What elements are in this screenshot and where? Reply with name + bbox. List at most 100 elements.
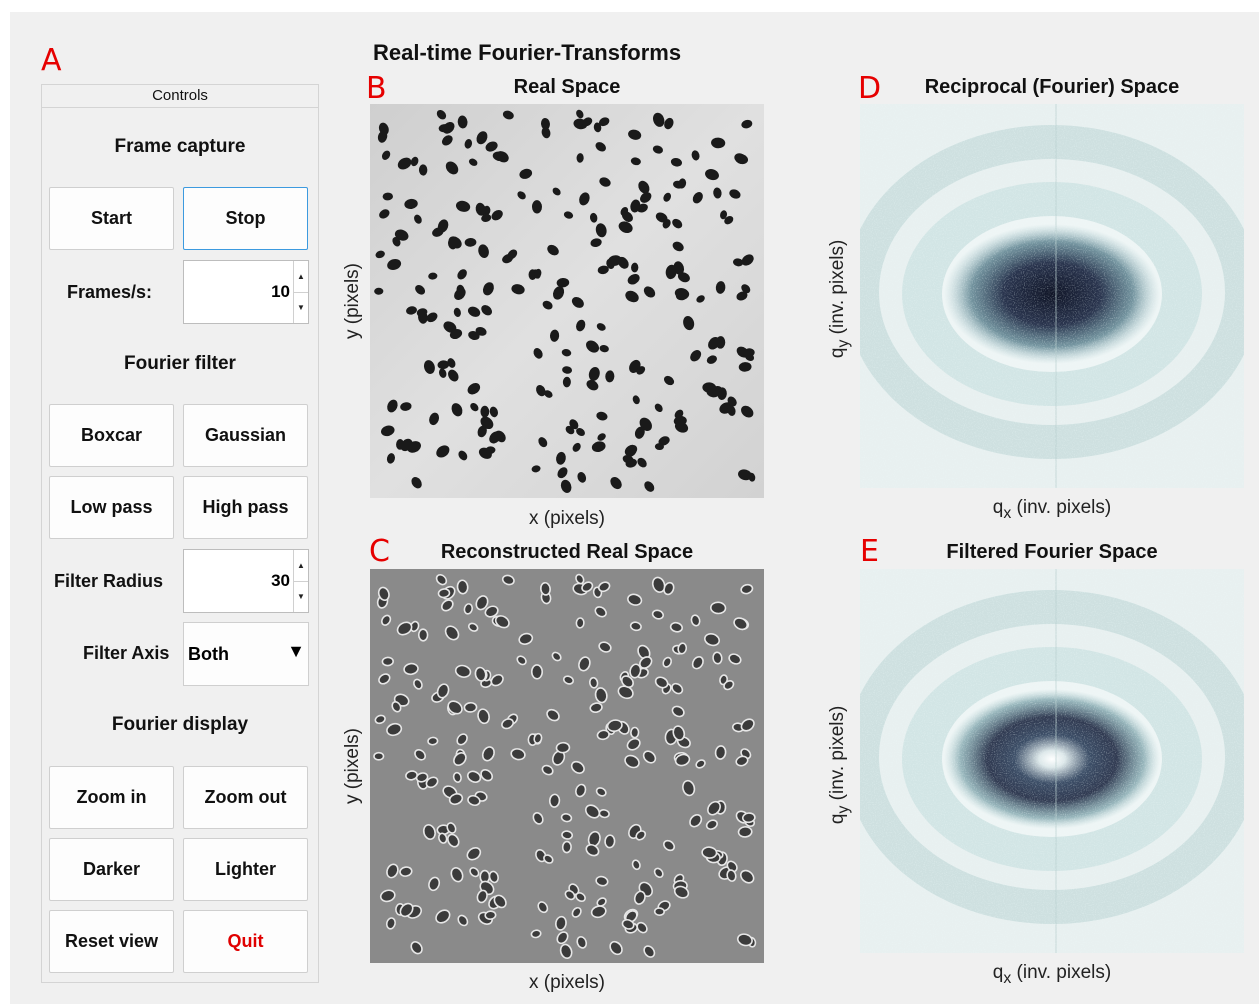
particle [379,209,390,219]
particle [544,390,553,398]
low-pass-button[interactable]: Low pass [49,476,174,539]
filter-axis-dropdown[interactable]: Both ▼ [183,622,309,686]
reconstructed-particle [653,867,664,879]
start-button[interactable]: Start [49,187,174,250]
particle [692,192,703,204]
reconstructed-particle [673,885,690,899]
qy-q: q [827,813,849,825]
particle [588,366,600,381]
particle [670,157,683,167]
reconstructed-particle [578,656,591,672]
particle [382,192,393,201]
particle [531,465,541,473]
reconstructed-particle [596,897,607,907]
spinner-down-icon[interactable]: ▼ [297,303,305,312]
high-pass-button[interactable]: High pass [183,476,308,539]
filter-radius-spinner-arrows: ▲ ▼ [293,550,308,612]
filter-radius-spinner[interactable]: 30 ▲ ▼ [183,549,309,613]
reconstructed-particle [653,907,665,917]
reconstructed-particle [435,909,451,924]
panel-letter-d: D [858,71,882,106]
reconstructed-particle [596,729,610,741]
reconstructed-particle [671,682,684,695]
fps-value[interactable]: 10 [271,282,290,301]
reconstructed-particle [556,931,569,945]
particle [468,158,478,166]
reconstructed-particle [740,583,754,595]
reconstructed-xlabel: x (pixels) [528,972,605,993]
spinner-down-icon[interactable]: ▼ [297,592,305,601]
particle [741,254,754,266]
zoom-out-button[interactable]: Zoom out [183,766,308,829]
particle [381,150,391,160]
particle [630,199,641,213]
reconstructed-particle [590,905,607,919]
particle [443,321,457,333]
particle [458,450,468,461]
reconstructed-particle [435,573,448,586]
particle [438,368,447,378]
fourier-space-ylabel: qy (inv. pixels) [827,214,853,384]
reconstructed-particle [381,656,394,667]
particle [672,218,683,229]
reconstructed-particle [477,708,490,725]
particle [418,164,428,176]
particle [406,306,417,315]
particle [397,157,412,170]
particle [599,177,611,187]
particle [552,187,561,196]
particle [683,316,695,331]
reset-view-button[interactable]: Reset view [49,910,174,973]
filter-axis-value: Both [188,644,229,664]
reconstructed-particle [624,754,640,769]
reconstructed-particle [662,656,672,668]
reconstructed-particle [633,890,646,905]
reconstructed-particle [494,615,510,629]
reconstructed-particle [584,804,601,819]
particle [565,425,575,435]
particle [586,379,599,391]
reconstructed-particle [691,656,704,670]
reconstructed-particle [456,579,469,595]
stop-button[interactable]: Stop [183,187,308,250]
particle [672,241,684,252]
reconstructed-particle [672,725,686,741]
particle [392,237,401,247]
darker-button[interactable]: Darker [49,838,174,901]
reconstructed-particle [575,573,585,585]
particle [404,198,418,210]
gaussian-button[interactable]: Gaussian [183,404,308,467]
lighter-button[interactable]: Lighter [183,838,308,901]
reconstructed-particle [386,863,399,879]
reconstructed-particle [561,840,572,854]
qx-sub: x [1003,969,1012,987]
reconstructed-particle [561,830,574,840]
reconstructed-particle [669,621,684,633]
quit-button[interactable]: Quit [183,910,308,973]
particle [531,200,542,214]
particle [636,366,646,375]
zoom-in-button[interactable]: Zoom in [49,766,174,829]
reconstructed-particle [588,676,599,689]
particle [449,329,463,340]
fps-spinner[interactable]: 10 ▲ ▼ [183,260,309,324]
spinner-up-icon[interactable]: ▲ [294,261,308,293]
reconstructed-particle [543,854,554,864]
particle [576,319,586,332]
particle [519,168,533,179]
particle [561,349,572,357]
particle [732,258,744,267]
reconstructed-particle [480,769,494,782]
reconstructed-particle [374,714,386,725]
particle [436,109,447,120]
qy-q: q [827,347,849,359]
reconstructed-particle [726,860,738,873]
reconstructed-particle [630,726,640,739]
filter-radius-value[interactable]: 30 [271,571,290,590]
boxcar-button[interactable]: Boxcar [49,404,174,467]
particle [438,124,450,133]
fps-spinner-arrows: ▲ ▼ [293,261,308,323]
particle [625,290,639,303]
reconstructed-particle [597,581,611,593]
spinner-up-icon[interactable]: ▲ [294,550,308,582]
